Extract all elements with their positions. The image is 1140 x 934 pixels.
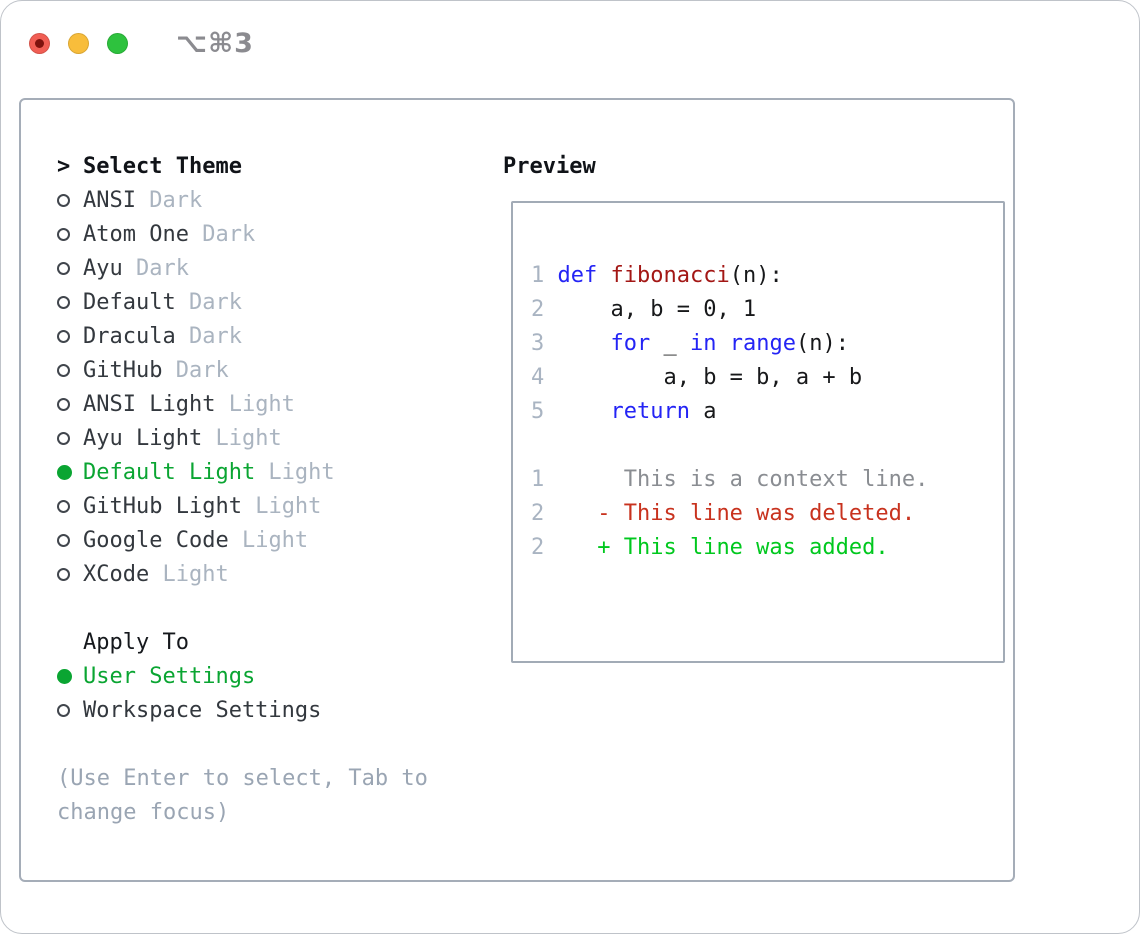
line-number: 1: [531, 263, 558, 288]
radio-icon: [57, 703, 70, 717]
variant-tag: Light: [228, 527, 309, 553]
theme-option-xcode[interactable]: XCode Light: [57, 557, 428, 591]
theme-option-ansi-light[interactable]: ANSI Light Light: [57, 387, 428, 421]
radio-icon: [57, 431, 70, 445]
code-line: 2 a, b = 0, 1: [531, 297, 757, 322]
variant-tag: Dark: [162, 357, 229, 383]
variant-tag: Light: [149, 561, 229, 587]
help-text-line-1: (Use Enter to select, Tab to: [57, 765, 428, 791]
close-button[interactable]: [29, 33, 50, 54]
option-label: Workspace Settings: [83, 697, 322, 723]
option-label: GitHub: [83, 357, 163, 383]
option-label: ANSI Light: [83, 391, 216, 417]
theme-option-ayu-light[interactable]: Ayu Light Light: [57, 421, 428, 455]
variant-tag: Light: [202, 425, 282, 451]
radio-icon: [57, 227, 70, 241]
variant-tag: Dark: [122, 255, 189, 281]
apply-option-workspace-settings[interactable]: Workspace Settings: [57, 693, 428, 727]
variant-tag: Dark: [175, 289, 242, 315]
variant-tag: Dark: [175, 323, 242, 349]
line-number: 3: [531, 331, 558, 356]
theme-option-default[interactable]: Default Dark: [57, 285, 428, 319]
prompt-icon: >: [57, 153, 71, 179]
spacer-row: [57, 727, 428, 761]
option-label: GitHub Light: [83, 493, 242, 519]
code-line: 2 - This line was deleted.: [531, 501, 916, 526]
apply-to-title-row: Apply To: [57, 625, 428, 659]
theme-option-github-light[interactable]: GitHub Light Light: [57, 489, 428, 523]
apply-option-user-settings[interactable]: User Settings: [57, 659, 428, 693]
code-line: 3 for _ in range(n):: [531, 331, 849, 356]
code-line: 2 + This line was added.: [531, 535, 889, 560]
theme-option-ayu[interactable]: Ayu Dark: [57, 251, 428, 285]
theme-list: > Select Theme ANSI Dark Atom One Dark Ayu…: [57, 149, 428, 829]
radio-icon: [57, 329, 70, 343]
line-number: 2: [531, 501, 558, 526]
theme-picker-panel: > Select Theme ANSI Dark Atom One Dark Ayu…: [19, 98, 1015, 882]
theme-option-dracula[interactable]: Dracula Dark: [57, 319, 428, 353]
option-label: XCode: [83, 561, 150, 587]
radio-icon: [57, 193, 70, 207]
theme-option-github[interactable]: GitHub Dark: [57, 353, 428, 387]
option-label: Default: [83, 289, 176, 315]
variant-tag: Dark: [188, 221, 256, 247]
help-text-line-2: change focus): [57, 799, 230, 825]
option-label: Ayu: [83, 255, 123, 281]
apply-to-title: Apply To: [83, 629, 189, 655]
line-number: 2: [531, 535, 558, 560]
radio-icon: [57, 567, 70, 581]
minimize-button[interactable]: [68, 33, 89, 54]
option-label: Default Light: [83, 459, 256, 485]
line-number: 5: [531, 399, 558, 424]
radio-icon: [57, 499, 70, 513]
radio-icon: [57, 533, 70, 547]
zoom-button[interactable]: [107, 33, 128, 54]
variant-tag: Dark: [135, 187, 203, 213]
preview-title: Preview: [503, 153, 596, 179]
code-line: [531, 429, 1003, 463]
option-label: Ayu Light: [83, 425, 203, 451]
line-number: 4: [531, 365, 558, 390]
code-line: 1 This is a context line.: [531, 467, 929, 492]
variant-tag: Light: [215, 391, 295, 417]
option-label: Atom One: [83, 221, 189, 247]
theme-list-title-row: > Select Theme: [57, 149, 428, 183]
radio-icon: [57, 295, 70, 309]
radio-icon: [57, 261, 70, 275]
theme-option-atom-one[interactable]: Atom One Dark: [57, 217, 428, 251]
code-line: 1 def fibonacci(n):: [531, 263, 783, 288]
theme-option-google-code[interactable]: Google Code Light: [57, 523, 428, 557]
radio-icon: [57, 397, 70, 411]
theme-list-title: Select Theme: [83, 153, 242, 179]
option-label: Google Code: [83, 527, 229, 553]
radio-selected-icon: [57, 464, 72, 480]
radio-selected-icon: [57, 668, 72, 684]
code-line: 5 return a: [531, 399, 717, 424]
radio-icon: [57, 363, 70, 377]
theme-option-default-light[interactable]: Default Light Light: [57, 455, 428, 489]
option-label: ANSI: [83, 187, 136, 213]
option-label: Dracula: [83, 323, 176, 349]
code-line: 4 a, b = b, a + b: [531, 365, 863, 390]
theme-option-ansi[interactable]: ANSI Dark: [57, 183, 428, 217]
window-titlebar: ⌥⌘3: [29, 28, 254, 59]
spacer-row: [57, 591, 428, 625]
variant-tag: Light: [241, 493, 322, 519]
line-number: 2: [531, 297, 558, 322]
line-number: 1: [531, 467, 558, 492]
window-shortcut-label: ⌥⌘3: [176, 28, 254, 59]
preview-code-box: 1 def fibonacci(n): 2 a, b = 0, 1 3 for _ …: [511, 201, 1005, 663]
variant-tag: Light: [255, 459, 335, 485]
option-label: User Settings: [83, 663, 256, 689]
